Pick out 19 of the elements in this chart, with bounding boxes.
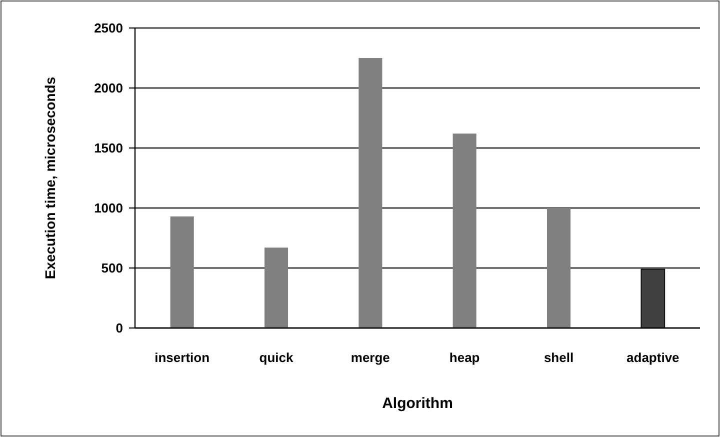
bar: [546, 208, 571, 328]
x-tick-label: insertion: [154, 350, 210, 365]
x-tick-label: shell: [544, 350, 574, 365]
y-tick-label: 1000: [94, 200, 123, 216]
y-axis-title: Execution time, microseconds: [42, 76, 58, 280]
x-axis-title: Algorithm: [382, 395, 453, 412]
x-tick-label: adaptive: [626, 350, 680, 365]
y-tick-label: 0: [116, 320, 123, 336]
x-tick-label: quick: [259, 350, 294, 365]
bar: [358, 58, 382, 328]
bar: [264, 248, 288, 328]
y-tick-label: 2000: [94, 80, 123, 96]
y-tick-label: 2500: [94, 20, 123, 36]
x-tick-label: heap: [449, 350, 480, 365]
bar: [452, 134, 476, 328]
y-tick-label: 1500: [94, 140, 123, 156]
y-tick-label: 500: [101, 260, 123, 276]
x-tick-label: merge: [350, 350, 390, 365]
bar: [170, 216, 194, 328]
